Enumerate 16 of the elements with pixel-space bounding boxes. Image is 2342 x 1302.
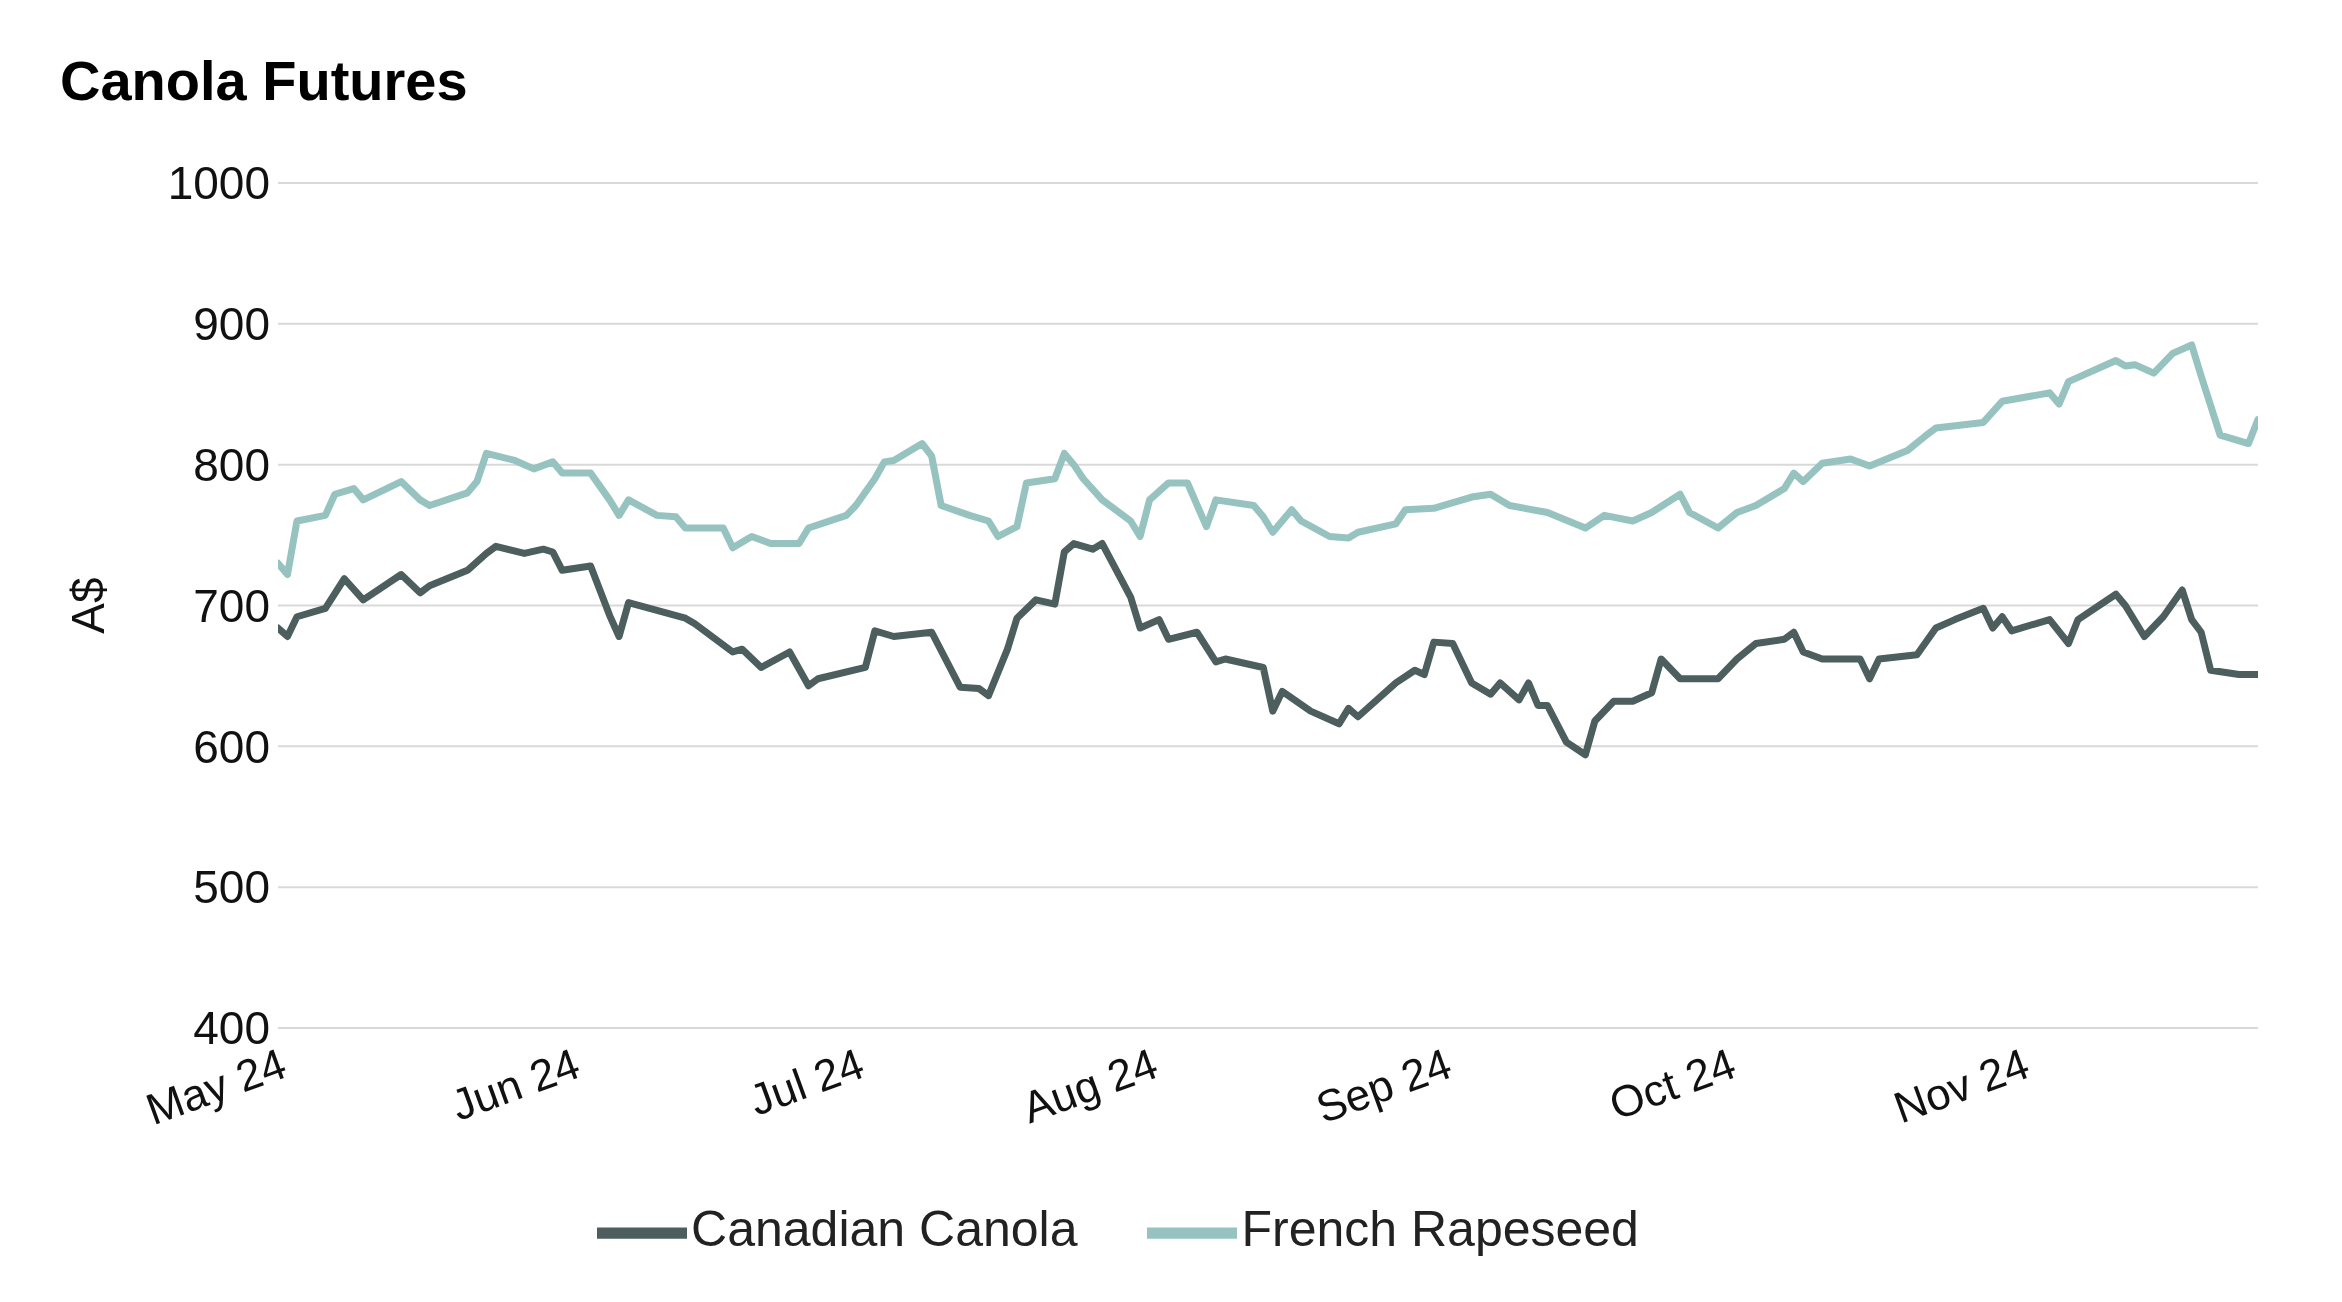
- y-tick-label: 500: [193, 861, 270, 914]
- x-tick-label: Jul 24: [742, 1038, 870, 1125]
- x-tick-label: Jun 24: [444, 1038, 586, 1130]
- x-tick-label: Sep 24: [1309, 1038, 1458, 1133]
- y-tick-label: 900: [193, 298, 270, 351]
- chart-title: Canola Futures: [60, 48, 468, 113]
- legend-label: French Rapeseed: [1241, 1201, 1639, 1258]
- x-tick-label: Aug 24: [1015, 1038, 1164, 1133]
- legend-label: Canadian Canola: [691, 1201, 1078, 1258]
- y-tick-label: 700: [193, 579, 270, 632]
- y-tick-label: 1000: [167, 157, 270, 210]
- x-tick-label: Oct 24: [1602, 1038, 1742, 1129]
- y-axis-title: A$: [62, 577, 115, 634]
- y-tick-label: 800: [193, 439, 270, 491]
- y-tick-label: 600: [193, 720, 270, 773]
- x-tick-label: Nov 24: [1887, 1038, 2036, 1133]
